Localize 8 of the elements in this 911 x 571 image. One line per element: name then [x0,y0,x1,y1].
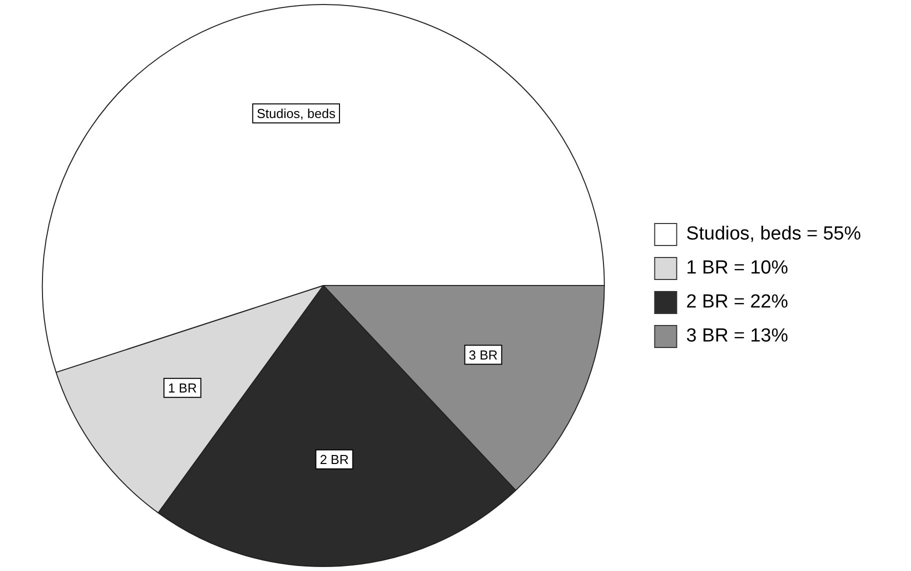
text: Studios, beds [256,106,336,122]
legend-label: 2 BR = 22% [686,292,788,313]
slice-label: Studios, beds = 55% [686,224,862,245]
text: 2 BR [320,452,349,467]
text: 3 BR [468,347,498,362]
text: 1 BR [168,380,197,396]
legend-label: 1 BR = 10% [686,258,788,279]
legend-label: 3 BR = 13% [686,326,788,347]
